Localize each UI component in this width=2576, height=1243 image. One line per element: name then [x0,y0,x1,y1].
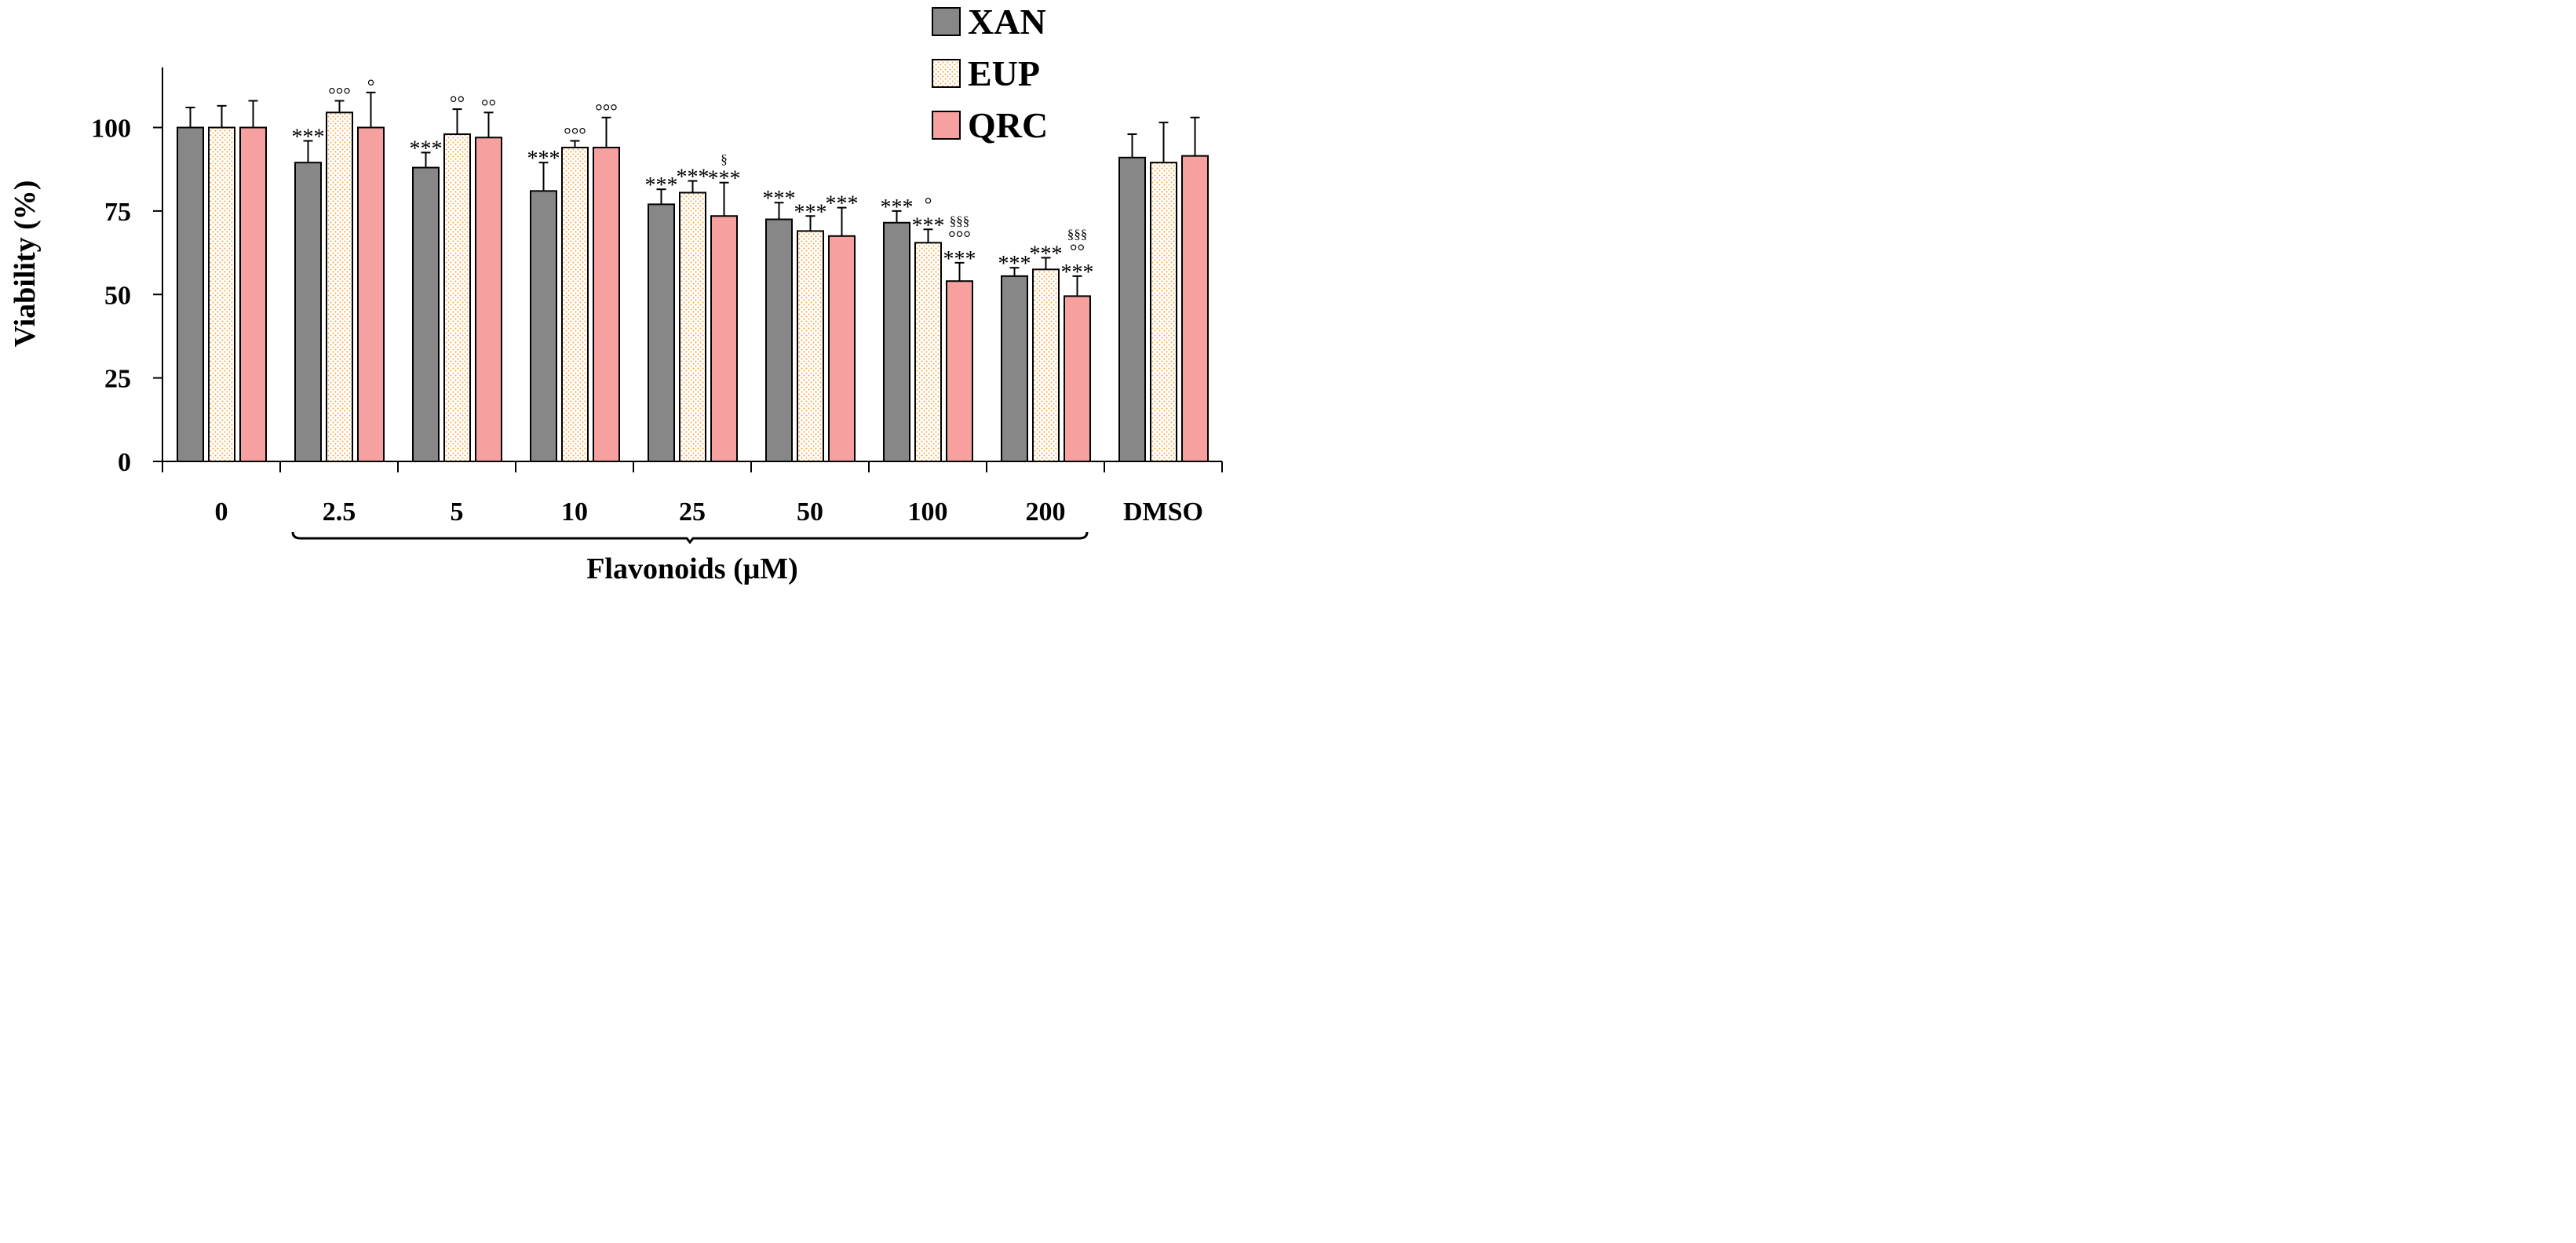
significance-mark: °° [1070,242,1085,262]
x-tick-label: 200 [1026,498,1066,527]
significance-mark: *** [763,187,796,211]
significance-mark: *** [1030,242,1063,266]
bar-xan-2.5 [294,162,322,463]
bar-eup-100 [914,242,942,462]
significance-mark: ° [367,77,375,97]
bar-eup-2.5 [326,111,353,462]
bar-eup-5 [443,133,471,462]
bar-xan-50 [765,218,793,462]
y-axis: 0 25 50 75 100 [91,67,163,477]
bar-qrc-0 [239,126,267,462]
significance-mark: *** [527,147,560,171]
bar-qrc-10 [593,147,620,462]
significance-mark: °°° [948,228,971,249]
bar-qrc-100 [946,280,973,463]
significance-annotations: *** *** ********* ******°°° °°°°°*********°*… [292,77,1094,285]
y-tick-label: 100 [91,115,131,144]
significance-mark: *** [708,167,741,191]
bar-qrc-25 [710,215,738,462]
significance-mark: *** [881,195,914,220]
bar-eup-DMSO [1150,162,1177,463]
significance-mark: § [721,152,728,167]
flavonoid-bracket [291,531,1089,545]
significance-mark: *** [410,137,443,161]
bars-layer [177,91,1209,463]
significance-mark: *** [912,213,945,238]
y-tick-label: 25 [104,365,131,394]
significance-mark: *** [677,166,710,190]
significance-mark: ° [925,195,932,215]
significance-mark: *** [645,173,678,198]
bar-eup-50 [797,230,824,462]
significance-mark: °°° [595,102,618,122]
bar-eup-200 [1032,268,1060,462]
significance-mark: §§§ [1067,227,1088,242]
bar-xan-25 [648,203,675,462]
x-tick-label: 100 [908,498,948,527]
x-tick-label: 2.5 [323,498,356,527]
bar-xan-10 [530,190,557,462]
legend-label-qrc: QRC [968,105,1048,145]
x-tick-label: 5 [451,498,464,527]
y-tick-label: 75 [104,198,131,227]
y-tick-label: 50 [104,281,131,310]
bar-eup-25 [679,191,706,462]
y-tick-label: 0 [118,448,131,477]
legend-swatch-xan [932,7,961,36]
x-tick-label: 10 [561,498,588,527]
y-axis-title: Viability (%) [9,180,42,348]
bar-xan-DMSO [1118,156,1146,462]
significance-mark: *** [998,252,1031,276]
bracket-line [291,531,1089,545]
bar-qrc-200 [1064,295,1091,462]
bar-eup-10 [561,147,589,462]
bar-qrc-2.5 [357,126,385,462]
x-axis-title: Flavonoids (μM) [586,552,798,585]
significance-mark: *** [943,247,976,272]
legend: XAN EUP QRC [932,2,1048,145]
significance-mark: °° [481,97,496,117]
legend-swatch-qrc [932,111,961,140]
x-tick-label: DMSO [1123,498,1203,527]
significance-mark: °° [450,93,465,114]
bar-qrc-5 [475,137,502,462]
bar-eup-0 [208,126,235,462]
significance-mark: §§§ [950,213,970,228]
significance-mark: °°° [564,126,586,146]
significance-mark: *** [826,192,859,217]
significance-mark: *** [1061,261,1094,285]
bar-xan-0 [177,126,204,462]
x-tick-label: 0 [215,498,228,527]
legend-swatch-eup [932,59,961,88]
significance-mark: *** [794,200,827,224]
significance-mark: *** [292,126,325,150]
bar-xan-200 [1001,275,1028,462]
legend-label-eup: EUP [968,53,1040,93]
bar-qrc-50 [828,235,856,462]
bar-xan-5 [412,166,440,462]
bar-qrc-DMSO [1181,155,1209,462]
legend-label-xan: XAN [968,2,1046,42]
x-tick-label: 25 [679,498,706,527]
x-axis: 0 2.5 5 10 25 50 100 200 DMSO [162,461,1223,527]
x-tick-label: 50 [797,498,823,527]
bar-xan-100 [883,221,910,462]
significance-mark: °°° [328,85,351,105]
